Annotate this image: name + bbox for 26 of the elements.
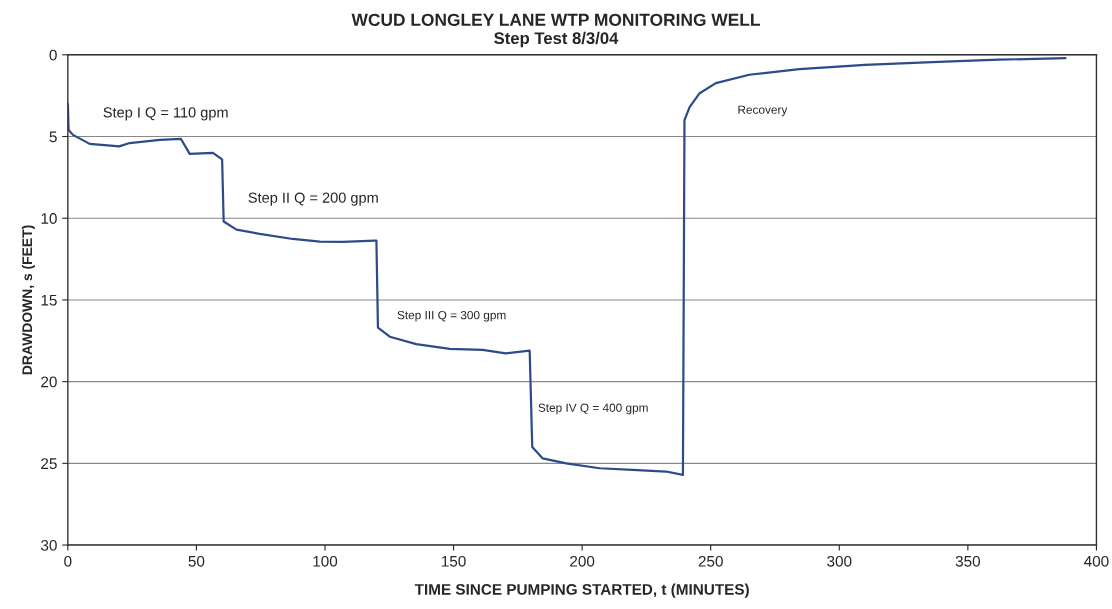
x-tick-label: 300: [827, 555, 852, 567]
x-tick-label: 150: [441, 555, 466, 567]
y-tick-label: 0: [49, 49, 57, 61]
y-tick-label: 15: [41, 294, 57, 306]
x-tick-label: 50: [188, 555, 205, 567]
x-tick-label: 400: [1084, 555, 1109, 567]
x-tick-label: 350: [955, 555, 981, 567]
annotation: Recovery: [738, 105, 788, 117]
chart-subtitle: Step Test 8/3/04: [494, 31, 619, 48]
y-tick-label: 30: [41, 539, 57, 551]
annotation: Step III Q = 300 gpm: [397, 310, 506, 322]
y-axis-title: DRAWDOWN, s (FEET): [21, 225, 35, 375]
annotation: Step II Q = 200 gpm: [248, 192, 378, 206]
x-tick-label: 0: [64, 555, 72, 567]
annotation: Step IV Q = 400 gpm: [538, 403, 648, 415]
y-tick-label: 10: [41, 213, 57, 224]
x-tick-label: 100: [313, 555, 338, 567]
y-tick-label: 20: [41, 376, 57, 388]
x-tick-label: 200: [570, 555, 595, 567]
line-series: [67, 56, 1067, 476]
x-tick-label: 250: [698, 555, 723, 567]
annotation: Step I Q = 110 gpm: [103, 107, 228, 121]
chart-title: WCUD LONGLEY LANE WTP MONITORING WELL: [351, 13, 760, 26]
x-axis-title: TIME SINCE PUMPING STARTED, t (MINUTES): [414, 583, 749, 598]
y-tick-label: 25: [41, 458, 57, 470]
y-tick-label: 5: [49, 131, 57, 143]
